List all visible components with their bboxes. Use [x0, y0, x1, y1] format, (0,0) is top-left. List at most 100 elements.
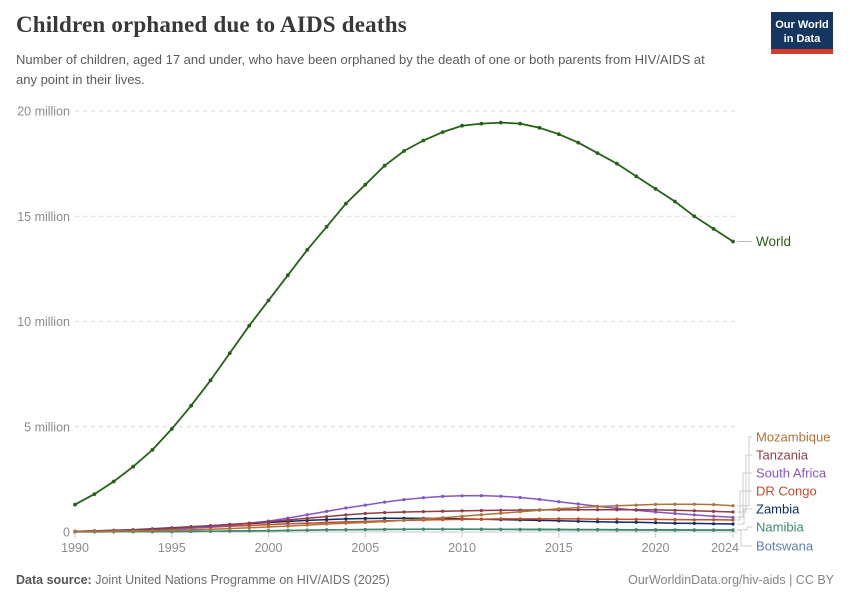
data-point — [537, 125, 542, 130]
data-point — [712, 522, 716, 526]
data-point — [421, 510, 425, 514]
data-point — [557, 500, 561, 504]
data-point — [460, 509, 464, 513]
data-point — [537, 517, 542, 521]
data-point — [440, 130, 445, 135]
data-point — [479, 508, 483, 513]
data-point — [247, 526, 251, 530]
y-axis-label: 10 million — [17, 315, 70, 329]
data-point — [731, 522, 735, 526]
data-point — [576, 517, 580, 521]
data-point — [731, 504, 735, 508]
data-point — [383, 516, 387, 520]
x-axis-label: 2000 — [255, 541, 283, 555]
data-point — [402, 518, 406, 522]
data-point — [112, 529, 116, 533]
series-line-world[interactable] — [74, 121, 734, 506]
data-point — [731, 515, 735, 519]
data-point — [421, 527, 425, 531]
data-point — [595, 151, 600, 156]
data-point — [498, 120, 503, 125]
series-label-tanzania[interactable]: Tanzania — [756, 448, 809, 463]
data-point — [325, 518, 329, 522]
series-label-dr-congo[interactable]: DR Congo — [756, 484, 817, 499]
data-point — [673, 518, 677, 522]
legend-connector — [737, 529, 752, 547]
data-point — [73, 502, 77, 507]
data-point — [344, 513, 348, 517]
data-point — [363, 503, 367, 507]
data-point — [344, 517, 348, 521]
data-point — [247, 523, 251, 528]
data-point — [518, 121, 522, 126]
series-label-botswana[interactable]: Botswana — [756, 539, 814, 554]
data-point — [286, 524, 290, 528]
data-point — [228, 527, 232, 531]
data-point — [169, 427, 174, 431]
data-point — [92, 529, 96, 534]
data-point — [325, 509, 329, 513]
data-point — [402, 527, 406, 531]
data-point — [228, 529, 232, 533]
data-point — [266, 525, 271, 529]
data-point — [460, 494, 464, 498]
data-point — [441, 494, 445, 498]
data-point — [460, 514, 464, 518]
y-axis-label: 0 — [63, 526, 70, 540]
series-label-south-africa[interactable]: South Africa — [756, 466, 827, 481]
data-point — [227, 351, 232, 355]
data-point — [673, 508, 677, 512]
data-point — [537, 508, 542, 512]
data-point — [595, 508, 600, 512]
data-point — [634, 517, 638, 522]
data-point — [499, 517, 503, 521]
footer-link[interactable]: OurWorldinData.org/hiv-aids | CC BY — [628, 573, 834, 587]
data-point — [247, 521, 251, 525]
data-point — [111, 479, 116, 484]
data-point — [479, 527, 483, 531]
x-axis-label: 2024 — [711, 541, 739, 555]
data-point — [441, 516, 445, 520]
data-point — [421, 517, 425, 521]
data-point — [363, 527, 367, 532]
data-point — [305, 513, 309, 517]
data-point — [382, 163, 387, 168]
data-point — [595, 527, 600, 532]
series-label-zambia[interactable]: Zambia — [756, 502, 800, 517]
owid-logo[interactable]: Our World in Data — [771, 12, 833, 54]
data-point — [131, 529, 135, 533]
data-point — [189, 525, 193, 529]
data-point — [595, 517, 600, 521]
data-point — [383, 527, 387, 531]
data-point — [325, 522, 329, 526]
data-point — [673, 511, 677, 516]
data-point — [170, 528, 174, 532]
series-label-namibia[interactable]: Namibia — [756, 520, 804, 535]
data-point — [712, 509, 716, 513]
legend-connector — [737, 526, 752, 531]
series-label-world[interactable]: World — [756, 234, 791, 249]
data-point — [654, 517, 658, 522]
legend-connector — [737, 454, 752, 513]
data-point — [228, 522, 232, 527]
data-point — [189, 528, 193, 532]
data-point — [324, 224, 329, 229]
data-point — [73, 530, 77, 534]
data-point — [499, 527, 503, 531]
data-point — [731, 518, 735, 522]
data-point — [557, 517, 561, 521]
data-point — [344, 528, 348, 532]
data-point — [576, 519, 580, 523]
data-point — [131, 464, 136, 469]
data-source-label: Data source: — [16, 573, 92, 587]
data-point — [266, 520, 271, 524]
data-point — [556, 132, 561, 137]
chart-header: Children orphaned due to AIDS deaths Num… — [0, 0, 850, 100]
data-point — [576, 502, 580, 506]
data-point — [712, 528, 716, 532]
data-point — [654, 508, 658, 512]
series-label-mozambique[interactable]: Mozambique — [756, 430, 830, 445]
data-point — [692, 518, 696, 522]
